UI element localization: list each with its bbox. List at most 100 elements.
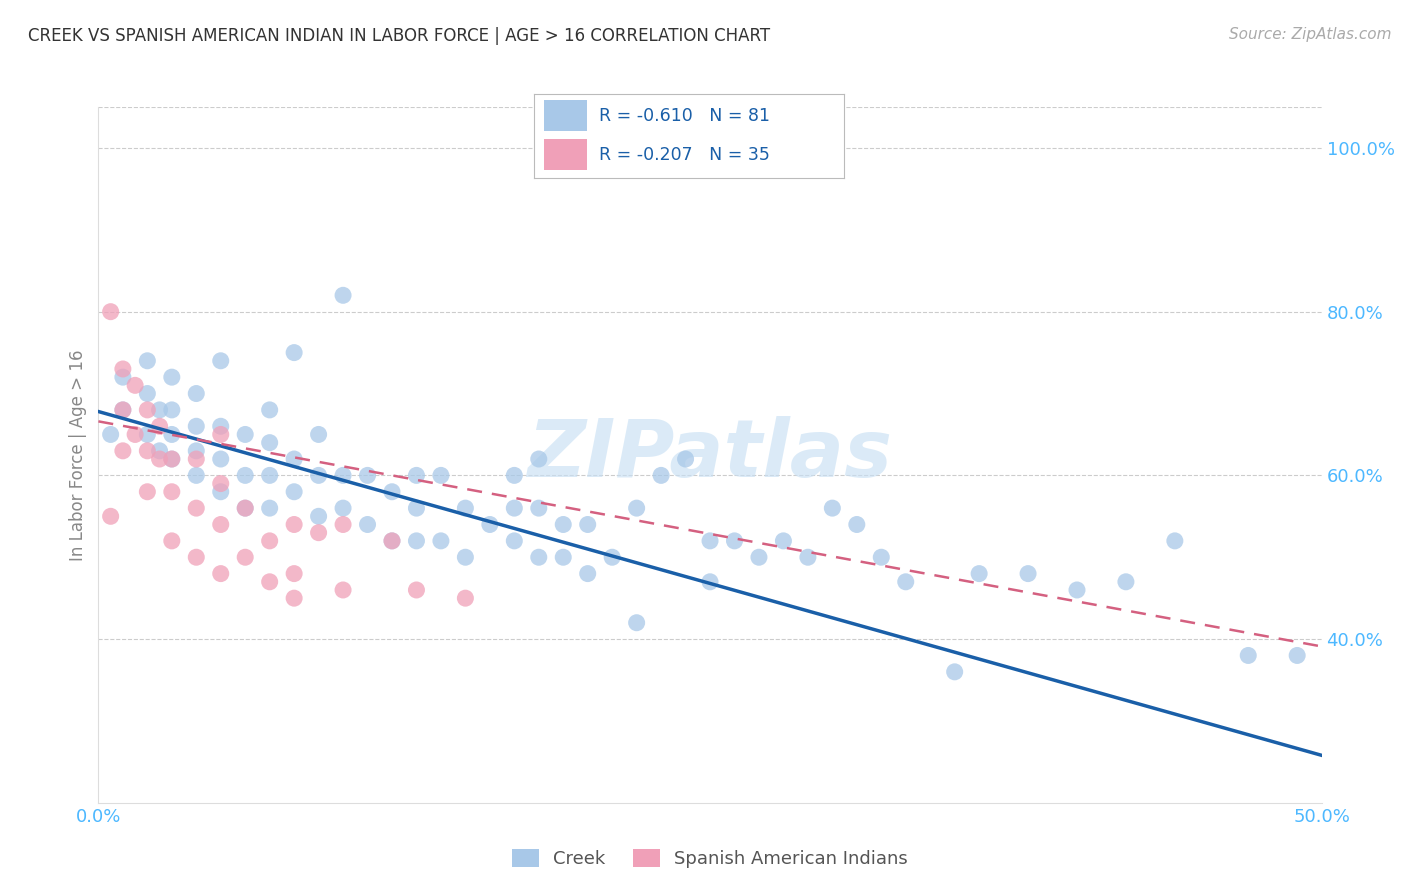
Point [233,550,256,565]
Point [160,427,183,442]
Point [405,501,427,516]
Point [160,452,183,467]
Point [186,501,208,516]
Point [332,501,354,516]
Point [186,468,208,483]
Point [576,566,599,581]
Point [136,403,159,417]
Point [1237,648,1260,663]
Point [124,427,146,442]
Point [233,501,256,516]
Point [503,501,526,516]
Point [136,386,159,401]
Point [772,533,794,548]
Text: R = -0.610   N = 81: R = -0.610 N = 81 [599,107,770,125]
Point [283,566,305,581]
Point [699,574,721,589]
Point [111,362,134,376]
Point [332,582,354,597]
Point [283,484,305,499]
Point [136,427,159,442]
Point [478,517,501,532]
Point [100,427,122,442]
Point [356,517,378,532]
Point [699,533,721,548]
Point [149,419,172,434]
Point [100,509,122,524]
Point [233,501,256,516]
Point [527,550,550,565]
Point [1066,582,1088,597]
FancyBboxPatch shape [544,139,586,169]
Point [111,443,134,458]
Point [870,550,893,565]
Point [149,403,172,417]
Point [186,452,208,467]
Point [186,419,208,434]
Point [381,484,404,499]
Point [675,452,697,467]
Point [259,435,281,450]
Point [233,468,256,483]
Point [186,550,208,565]
Point [797,550,820,565]
Point [149,443,172,458]
Point [259,403,281,417]
Point [553,550,575,565]
Point [283,452,305,467]
Point [405,582,427,597]
Y-axis label: In Labor Force | Age > 16: In Labor Force | Age > 16 [69,349,87,561]
Point [381,533,404,548]
Point [600,550,623,565]
Point [124,378,146,392]
Point [723,533,745,548]
Point [209,484,232,499]
Point [1115,574,1137,589]
Point [1164,533,1187,548]
Point [259,574,281,589]
Point [967,566,990,581]
Text: Source: ZipAtlas.com: Source: ZipAtlas.com [1229,27,1392,42]
Point [332,288,354,302]
Point [894,574,917,589]
Point [259,501,281,516]
Point [283,517,305,532]
Point [650,468,672,483]
Point [111,370,134,384]
Point [209,452,232,467]
Point [626,501,648,516]
Point [100,304,122,318]
Point [553,517,575,532]
Point [430,533,453,548]
Point [136,443,159,458]
Point [160,533,183,548]
Point [209,566,232,581]
Point [943,665,966,679]
Point [160,484,183,499]
Point [111,403,134,417]
Point [209,419,232,434]
Point [209,427,232,442]
Point [149,452,172,467]
Point [259,468,281,483]
Point [626,615,648,630]
Point [430,468,453,483]
Point [527,501,550,516]
Point [160,403,183,417]
Point [748,550,770,565]
Point [381,533,404,548]
Point [136,484,159,499]
Point [283,591,305,606]
Point [332,517,354,532]
Text: ZIPatlas: ZIPatlas [527,416,893,494]
Point [209,476,232,491]
Point [160,370,183,384]
Point [454,501,477,516]
Point [209,517,232,532]
Text: R = -0.207   N = 35: R = -0.207 N = 35 [599,145,770,163]
Point [405,468,427,483]
Point [136,353,159,368]
FancyBboxPatch shape [544,101,586,131]
Point [111,403,134,417]
Point [356,468,378,483]
